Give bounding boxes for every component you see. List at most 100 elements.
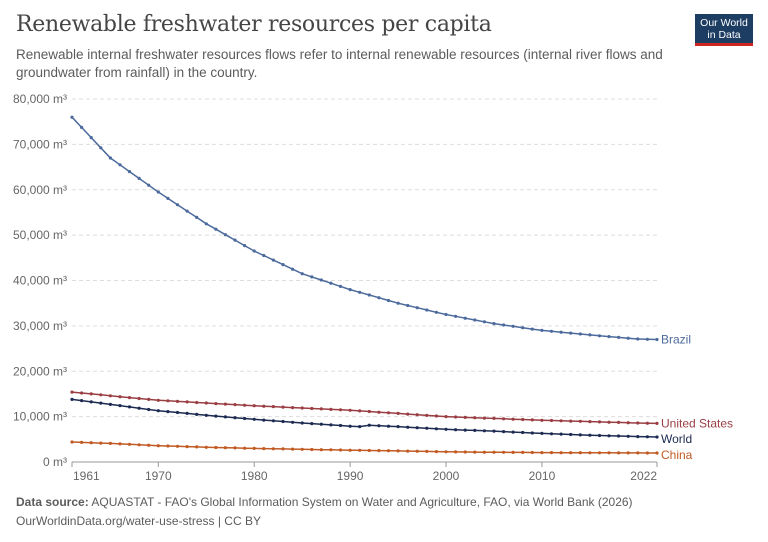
data-point-world (578, 433, 582, 437)
data-point-china (338, 448, 343, 452)
data-point-china (175, 444, 180, 448)
data-point-united-states (540, 418, 544, 422)
data-point-china (482, 450, 486, 454)
data-point-brazil (367, 293, 371, 297)
data-point-china (319, 448, 323, 452)
data-point-world (243, 416, 247, 421)
data-point-united-states (291, 406, 295, 410)
data-point-world (396, 425, 400, 429)
data-point-united-states (521, 417, 525, 422)
data-point-brazil (329, 281, 333, 285)
data-point-united-states (434, 414, 438, 418)
data-point-world (636, 435, 640, 439)
data-point-united-states (549, 418, 554, 423)
data-point-brazil (223, 233, 227, 237)
data-point-china (597, 451, 602, 455)
data-point-brazil (396, 301, 400, 305)
data-point-brazil (310, 275, 314, 279)
data-point-world (406, 425, 410, 429)
data-point-united-states (271, 405, 275, 409)
data-point-united-states (108, 394, 112, 398)
data-point-china (166, 444, 170, 448)
data-point-brazil (99, 146, 103, 150)
data-point-china (281, 447, 285, 451)
x-tick-label: 1970 (145, 469, 172, 483)
data-point-world (434, 427, 438, 431)
data-point-brazil (415, 306, 419, 310)
data-point-china (108, 441, 112, 445)
data-point-china (127, 442, 132, 446)
data-point-brazil (626, 336, 630, 340)
data-point-world (607, 434, 611, 438)
data-point-brazil (454, 314, 458, 318)
data-point-china (473, 450, 477, 454)
data-point-china (415, 449, 419, 453)
data-point-brazil (195, 215, 199, 219)
data-point-china (655, 451, 659, 455)
y-tick-label: 30,000 m³ (13, 319, 67, 333)
data-point-brazil (521, 326, 525, 330)
data-point-brazil (147, 183, 151, 187)
data-point-world (492, 429, 496, 433)
data-point-world (233, 416, 237, 420)
data-point-world (185, 411, 189, 415)
data-point-united-states (118, 395, 122, 399)
data-point-world (147, 407, 151, 412)
data-point-china (204, 445, 208, 449)
data-point-brazil (645, 337, 650, 341)
data-point-china (185, 445, 189, 449)
series-line-united-states (71, 391, 658, 425)
data-point-china (310, 447, 314, 452)
data-point-china (118, 442, 122, 446)
data-point-china (425, 449, 429, 453)
data-point-brazil (463, 316, 467, 320)
data-point-world (473, 428, 477, 432)
data-point-united-states (578, 419, 582, 423)
chart-title: Renewable freshwater resources per capit… (16, 12, 492, 37)
data-point-united-states (444, 415, 448, 419)
data-point-china (89, 441, 93, 445)
data-point-united-states (377, 410, 381, 414)
data-point-china (214, 445, 218, 450)
data-point-united-states (223, 402, 227, 406)
data-point-world (175, 410, 180, 415)
data-point-united-states (175, 399, 180, 403)
data-point-world (214, 414, 218, 418)
data-point-brazil (607, 335, 611, 339)
x-tick-label: 2010 (529, 469, 556, 483)
data-point-brazil (492, 322, 496, 326)
y-tick-label: 80,000 m³ (13, 92, 67, 106)
data-point-brazil (319, 278, 323, 282)
data-point-china (147, 443, 151, 447)
data-point-china (386, 449, 391, 453)
y-tick-label: 20,000 m³ (13, 364, 67, 378)
data-point-china (549, 451, 554, 455)
data-point-united-states (300, 406, 304, 410)
data-point-brazil (588, 333, 592, 337)
data-point-china (99, 441, 103, 445)
data-point-china (291, 447, 295, 451)
data-point-brazil (137, 176, 141, 180)
data-point-china (492, 450, 496, 454)
series-label-united-states: United States (661, 416, 733, 430)
data-point-world (319, 422, 323, 426)
data-point-united-states (127, 396, 132, 400)
data-point-brazil (300, 272, 304, 276)
data-point-world (156, 409, 160, 413)
data-point-brazil (597, 334, 602, 338)
data-point-brazil (175, 203, 180, 207)
data-point-united-states (262, 404, 266, 408)
data-point-brazil (338, 284, 343, 288)
data-point-brazil (271, 258, 275, 262)
data-point-world (444, 427, 448, 431)
x-tick-label: 1980 (241, 469, 268, 483)
data-point-brazil (569, 331, 573, 335)
data-point-brazil (252, 249, 256, 253)
data-point-world (310, 422, 314, 426)
url-note[interactable]: OurWorldinData.org/water-use-stress | CC… (16, 514, 261, 528)
data-point-world (588, 433, 592, 437)
owid-logo[interactable]: Our World in Data (695, 14, 753, 46)
data-point-world (559, 432, 563, 436)
data-point-world (262, 418, 266, 422)
